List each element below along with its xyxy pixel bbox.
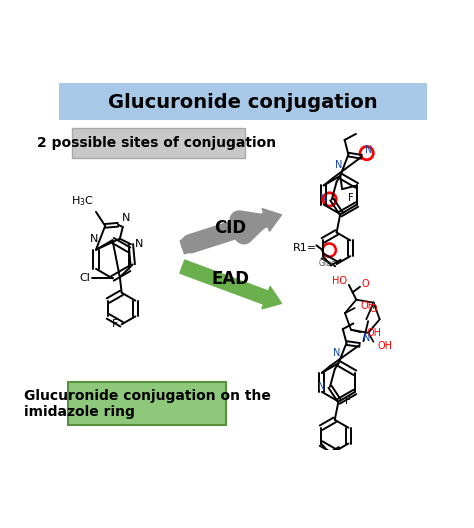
FancyArrow shape [180, 260, 282, 309]
Text: EAD: EAD [211, 270, 249, 288]
Text: Glucuronide conjugation: Glucuronide conjugation [108, 93, 378, 112]
Text: 2 possible sites of conjugation: 2 possible sites of conjugation [37, 136, 276, 150]
Text: R1=: R1= [292, 243, 317, 253]
Text: Glucuronide conjugation on the
imidazole ring: Glucuronide conjugation on the imidazole… [24, 389, 271, 419]
Text: Cl: Cl [80, 274, 91, 284]
Text: CID: CID [214, 219, 246, 237]
Text: HO: HO [332, 276, 347, 286]
Text: O: O [362, 279, 369, 289]
Text: OH: OH [361, 301, 376, 311]
Text: N: N [363, 333, 370, 343]
Text: N: N [122, 213, 130, 223]
Text: OH: OH [367, 328, 382, 338]
Text: F: F [345, 395, 351, 406]
Text: N: N [320, 194, 328, 204]
Text: N: N [365, 145, 372, 155]
Text: OH: OH [377, 341, 392, 351]
Text: F: F [347, 193, 353, 203]
FancyBboxPatch shape [68, 382, 227, 425]
FancyArrow shape [180, 209, 282, 254]
Text: Gluc: Gluc [319, 259, 336, 268]
FancyBboxPatch shape [59, 83, 427, 120]
Text: H$_3$C: H$_3$C [71, 194, 94, 208]
Text: N: N [90, 234, 98, 244]
Text: N: N [333, 348, 340, 358]
Text: N: N [335, 161, 342, 171]
FancyBboxPatch shape [72, 128, 245, 158]
Text: O: O [369, 304, 377, 314]
Text: N: N [135, 239, 144, 249]
Text: N: N [318, 382, 326, 392]
Text: F: F [112, 319, 118, 329]
